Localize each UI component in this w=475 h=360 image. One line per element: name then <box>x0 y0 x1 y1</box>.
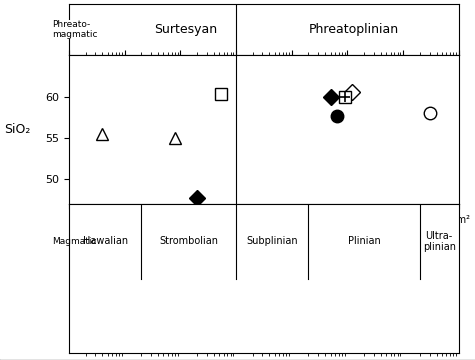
Text: Magmatic: Magmatic <box>52 237 96 246</box>
Text: 5: 5 <box>216 215 222 225</box>
Text: Surtesyan: Surtesyan <box>154 23 218 36</box>
Text: Hawalian: Hawalian <box>83 237 128 246</box>
Text: Ultra-
plinian: Ultra- plinian <box>423 230 456 252</box>
Text: Phreato-
magmatic: Phreato- magmatic <box>52 20 97 39</box>
Text: 50,000 km²: 50,000 km² <box>414 215 470 225</box>
Text: Strombolian: Strombolian <box>159 237 218 246</box>
Text: 0.05: 0.05 <box>97 215 119 225</box>
Text: Plinian: Plinian <box>348 237 380 246</box>
Text: Subplinian: Subplinian <box>247 237 298 246</box>
Y-axis label: SiO₂: SiO₂ <box>4 123 30 136</box>
Text: 500: 500 <box>321 215 340 225</box>
Text: Phreatoplinian: Phreatoplinian <box>308 23 399 36</box>
